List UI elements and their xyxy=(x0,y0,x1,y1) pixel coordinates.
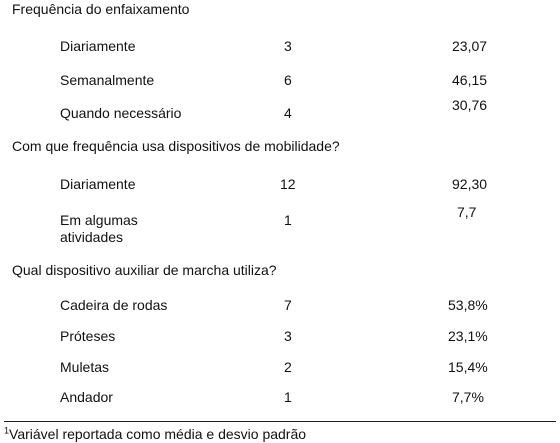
footnote: 1Variável reportada como média e desvio … xyxy=(4,426,306,443)
row-value: 53,8% xyxy=(448,297,488,313)
row-value: 23,1% xyxy=(448,328,488,344)
row-label: Muletas xyxy=(60,359,110,375)
row-value: 92,30 xyxy=(452,176,488,192)
row-count: 4 xyxy=(284,105,292,121)
row-label: Semanalmente xyxy=(60,72,155,88)
section-heading-dispositivo-marcha: Qual dispositivo auxiliar de marcha util… xyxy=(12,262,277,278)
row-label: Cadeira de rodas xyxy=(60,297,168,313)
row-value: 15,4% xyxy=(448,359,488,375)
row-label: Em algumas atividades xyxy=(60,212,138,245)
row-value: 30,76 xyxy=(452,97,488,113)
section-heading-dispositivos-mobilidade: Com que frequência usa dispositivos de m… xyxy=(12,138,340,154)
row-value: 7,7% xyxy=(452,389,484,405)
row-count: 7 xyxy=(284,297,292,313)
row-value: 7,7 xyxy=(457,204,477,220)
row-label: Diariamente xyxy=(60,176,136,192)
row-count: 2 xyxy=(284,359,292,375)
footnote-marker: 1 xyxy=(4,425,10,436)
row-count: 3 xyxy=(284,38,292,54)
row-label: Andador xyxy=(60,389,113,405)
row-count: 1 xyxy=(284,212,292,228)
row-value: 46,15 xyxy=(452,72,488,88)
footnote-text: Variável reportada como média e desvio p… xyxy=(9,426,307,442)
table-bottom-rule xyxy=(4,421,556,422)
row-count: 3 xyxy=(284,328,292,344)
row-label: Diariamente xyxy=(60,38,136,54)
row-count: 1 xyxy=(284,389,292,405)
row-count: 12 xyxy=(280,176,296,192)
section-heading-frequencia-enfaixamento: Frequência do enfaixamento xyxy=(12,1,190,17)
row-value: 23,07 xyxy=(452,38,488,54)
row-label: Próteses xyxy=(60,328,116,344)
row-count: 6 xyxy=(284,72,292,88)
row-label: Quando necessário xyxy=(60,105,182,121)
